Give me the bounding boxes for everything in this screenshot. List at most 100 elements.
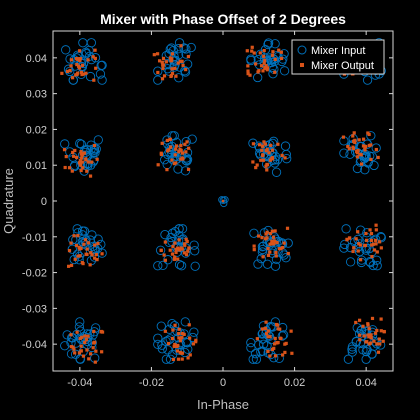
input-point <box>249 228 259 238</box>
output-point <box>170 71 175 75</box>
output-point <box>265 66 270 70</box>
input-point <box>279 66 290 76</box>
output-point <box>166 341 171 346</box>
output-point <box>369 157 373 162</box>
input-point <box>60 341 70 351</box>
input-point <box>255 49 266 59</box>
output-point <box>161 66 165 71</box>
output-point <box>268 354 272 358</box>
input-point <box>161 336 171 347</box>
output-point <box>379 329 383 333</box>
output-point <box>80 160 84 164</box>
output-point <box>173 153 177 157</box>
output-point <box>377 337 381 341</box>
input-point <box>180 67 191 77</box>
input-point <box>81 48 92 59</box>
input-point <box>248 354 258 364</box>
input-point <box>347 347 357 357</box>
input-point <box>162 159 172 170</box>
output-point <box>177 336 181 340</box>
output-point <box>375 328 379 333</box>
output-point <box>99 329 103 334</box>
output-point <box>180 331 184 336</box>
output-point <box>177 327 181 331</box>
output-point <box>170 67 174 71</box>
output-point <box>181 63 185 68</box>
input-point <box>189 327 199 337</box>
output-point <box>159 151 163 155</box>
input-point <box>253 259 263 269</box>
output-point <box>267 151 271 155</box>
output-point <box>281 353 285 357</box>
input-point <box>278 330 289 340</box>
output-point <box>283 156 287 160</box>
input-point <box>271 167 282 177</box>
output-point <box>76 254 80 258</box>
output-point <box>78 57 83 61</box>
output-point <box>69 64 73 68</box>
output-point <box>266 253 271 258</box>
output-point <box>264 320 268 324</box>
output-point <box>168 137 172 141</box>
output-point <box>274 254 278 258</box>
output-point <box>177 238 181 242</box>
output-point <box>165 138 169 143</box>
output-point <box>180 357 184 361</box>
x-axis-label: In-Phase <box>197 397 249 412</box>
output-point <box>169 74 173 79</box>
output-point <box>80 63 85 67</box>
output-point <box>186 54 191 59</box>
output-point <box>283 342 287 346</box>
output-point <box>376 350 381 354</box>
legend-label-input: Mixer Input <box>311 45 365 57</box>
output-point <box>280 153 284 158</box>
output-point <box>79 150 83 154</box>
output-point <box>64 154 68 159</box>
output-point <box>175 349 180 353</box>
output-point <box>176 357 181 361</box>
output-point <box>63 165 67 170</box>
output-point <box>268 335 272 339</box>
output-point <box>176 61 180 65</box>
output-point <box>169 145 173 149</box>
input-point <box>181 248 191 258</box>
output-point <box>259 158 263 162</box>
output-point <box>92 329 96 334</box>
output-point <box>374 238 378 242</box>
input-point <box>81 235 91 245</box>
output-point <box>265 162 269 167</box>
output-point <box>363 148 367 152</box>
output-point <box>263 58 267 62</box>
output-point <box>80 335 84 339</box>
output-point <box>352 246 356 250</box>
output-point <box>81 261 85 266</box>
input-point <box>189 240 199 250</box>
output-point <box>362 334 366 338</box>
output-point <box>260 236 264 240</box>
output-point <box>176 246 180 250</box>
output-point <box>369 333 373 337</box>
output-point <box>67 249 72 253</box>
output-point <box>157 59 162 63</box>
output-point <box>369 238 374 242</box>
input-point <box>153 75 163 85</box>
output-point <box>91 55 95 59</box>
output-point <box>166 149 170 153</box>
output-point <box>363 243 367 248</box>
output-point <box>174 74 178 78</box>
output-point <box>341 135 346 139</box>
output-point <box>277 247 281 251</box>
output-point <box>273 354 278 358</box>
output-point <box>174 144 179 148</box>
legend-label-output: Mixer Output <box>311 60 374 72</box>
output-point <box>355 155 360 159</box>
output-point <box>348 236 352 240</box>
output-point <box>276 323 280 327</box>
output-point <box>373 331 378 335</box>
input-point <box>168 228 178 238</box>
input-point <box>251 354 262 364</box>
output-point <box>369 336 373 340</box>
output-point <box>173 241 177 245</box>
output-point <box>176 257 180 261</box>
output-point <box>79 349 83 353</box>
